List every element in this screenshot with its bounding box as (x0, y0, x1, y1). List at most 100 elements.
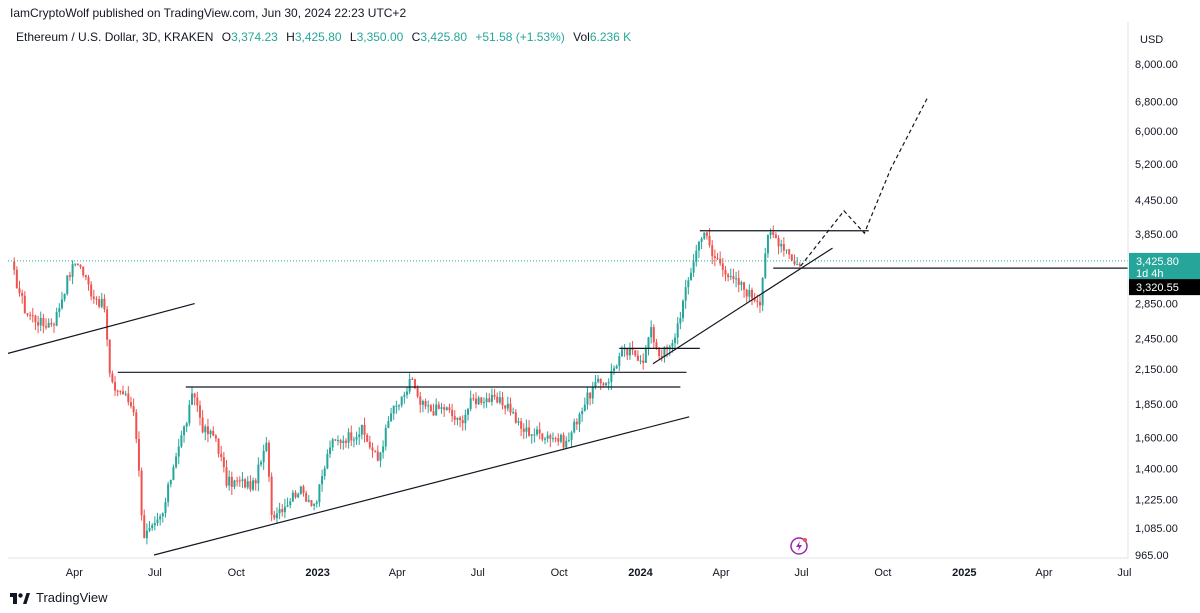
low-label: L (349, 30, 357, 44)
candle-body (169, 479, 172, 485)
candle-body (416, 388, 419, 397)
candle (98, 295, 101, 309)
candle-body (514, 412, 517, 423)
candle (650, 320, 653, 344)
candle-body (368, 441, 371, 448)
footer-brand[interactable]: TradingView (10, 590, 108, 605)
candle (435, 398, 438, 416)
candle (47, 318, 50, 328)
candle-body (246, 481, 249, 488)
candle-body (164, 501, 167, 514)
candle (586, 387, 589, 410)
candle-body (748, 289, 751, 297)
candle-body (756, 300, 759, 302)
candle (13, 257, 16, 275)
candle (127, 386, 130, 406)
candle (557, 433, 560, 446)
candle (329, 440, 332, 458)
candle (267, 440, 270, 482)
candle (278, 502, 281, 520)
candle-body (456, 417, 459, 420)
candle-body (63, 293, 66, 300)
candle-body (331, 439, 334, 448)
candle-body (39, 317, 42, 326)
candle-body (522, 428, 525, 432)
candle (145, 523, 148, 545)
candle (297, 492, 300, 499)
candle-body (411, 378, 414, 380)
trendline[interactable] (7, 303, 195, 354)
time-tick-label: Apr (1035, 567, 1052, 579)
candle (169, 479, 172, 488)
candle (674, 333, 677, 351)
price-tick-label: 1,225.00 (1135, 495, 1178, 507)
candle-body (132, 406, 135, 413)
candle-body (626, 348, 629, 356)
publisher-line: IamCryptoWolf published on TradingView.c… (10, 6, 407, 20)
price-axis-panel[interactable] (1128, 22, 1200, 578)
candle-body (260, 462, 263, 465)
candle (374, 450, 377, 453)
candle-body (740, 282, 743, 285)
candle (270, 472, 273, 522)
candle-body (440, 407, 443, 409)
candle-body (297, 493, 300, 498)
candle (188, 400, 191, 427)
candle (711, 240, 714, 265)
candle-body (636, 355, 639, 361)
candle (358, 427, 361, 445)
candle-body (453, 416, 456, 420)
candle-body (583, 404, 586, 412)
candle-body (244, 479, 247, 488)
candle (355, 431, 358, 445)
trendline[interactable] (153, 416, 690, 556)
candle-body (188, 404, 191, 424)
candle (289, 497, 292, 509)
candle-body (238, 480, 241, 482)
candle-body (602, 383, 605, 386)
candle-body (506, 403, 509, 409)
candle-body (129, 402, 132, 407)
candle-body (780, 244, 783, 247)
candle (275, 507, 278, 524)
candle (323, 465, 326, 480)
candle-body (228, 476, 231, 486)
candle (74, 263, 77, 267)
symbol-name[interactable]: Ethereum / U.S. Dollar, 3D, KRAKEN (16, 30, 214, 44)
candle-body (119, 390, 122, 392)
candle (745, 288, 748, 303)
candle (689, 267, 692, 281)
candle (578, 412, 581, 433)
candle-body (509, 403, 512, 413)
candle-body (60, 299, 63, 309)
candle (798, 262, 801, 267)
candle-body (493, 394, 496, 397)
candle (167, 481, 170, 507)
candle-body (525, 427, 528, 432)
trendline[interactable] (652, 247, 833, 365)
candle (411, 377, 414, 380)
candle-body (262, 450, 265, 463)
candle (26, 312, 29, 317)
candle (607, 378, 610, 391)
candle (283, 498, 286, 519)
candle-body (703, 232, 706, 239)
candle-body (137, 438, 140, 471)
candle (785, 249, 788, 254)
close-label: C (411, 30, 421, 44)
candle-body (408, 378, 411, 392)
candle-body (387, 421, 390, 428)
candle (504, 405, 507, 415)
event-lightning-icon[interactable] (790, 537, 808, 555)
price-tick-label: 6,000.00 (1135, 126, 1178, 138)
candle (307, 494, 310, 503)
candle-body (172, 467, 175, 480)
candle-body (445, 407, 448, 410)
candle (310, 499, 313, 507)
candle-body (334, 439, 337, 441)
candle-body (729, 276, 732, 278)
drawings-layer (7, 98, 1128, 556)
candle (774, 232, 777, 239)
projection-path[interactable] (800, 98, 928, 267)
